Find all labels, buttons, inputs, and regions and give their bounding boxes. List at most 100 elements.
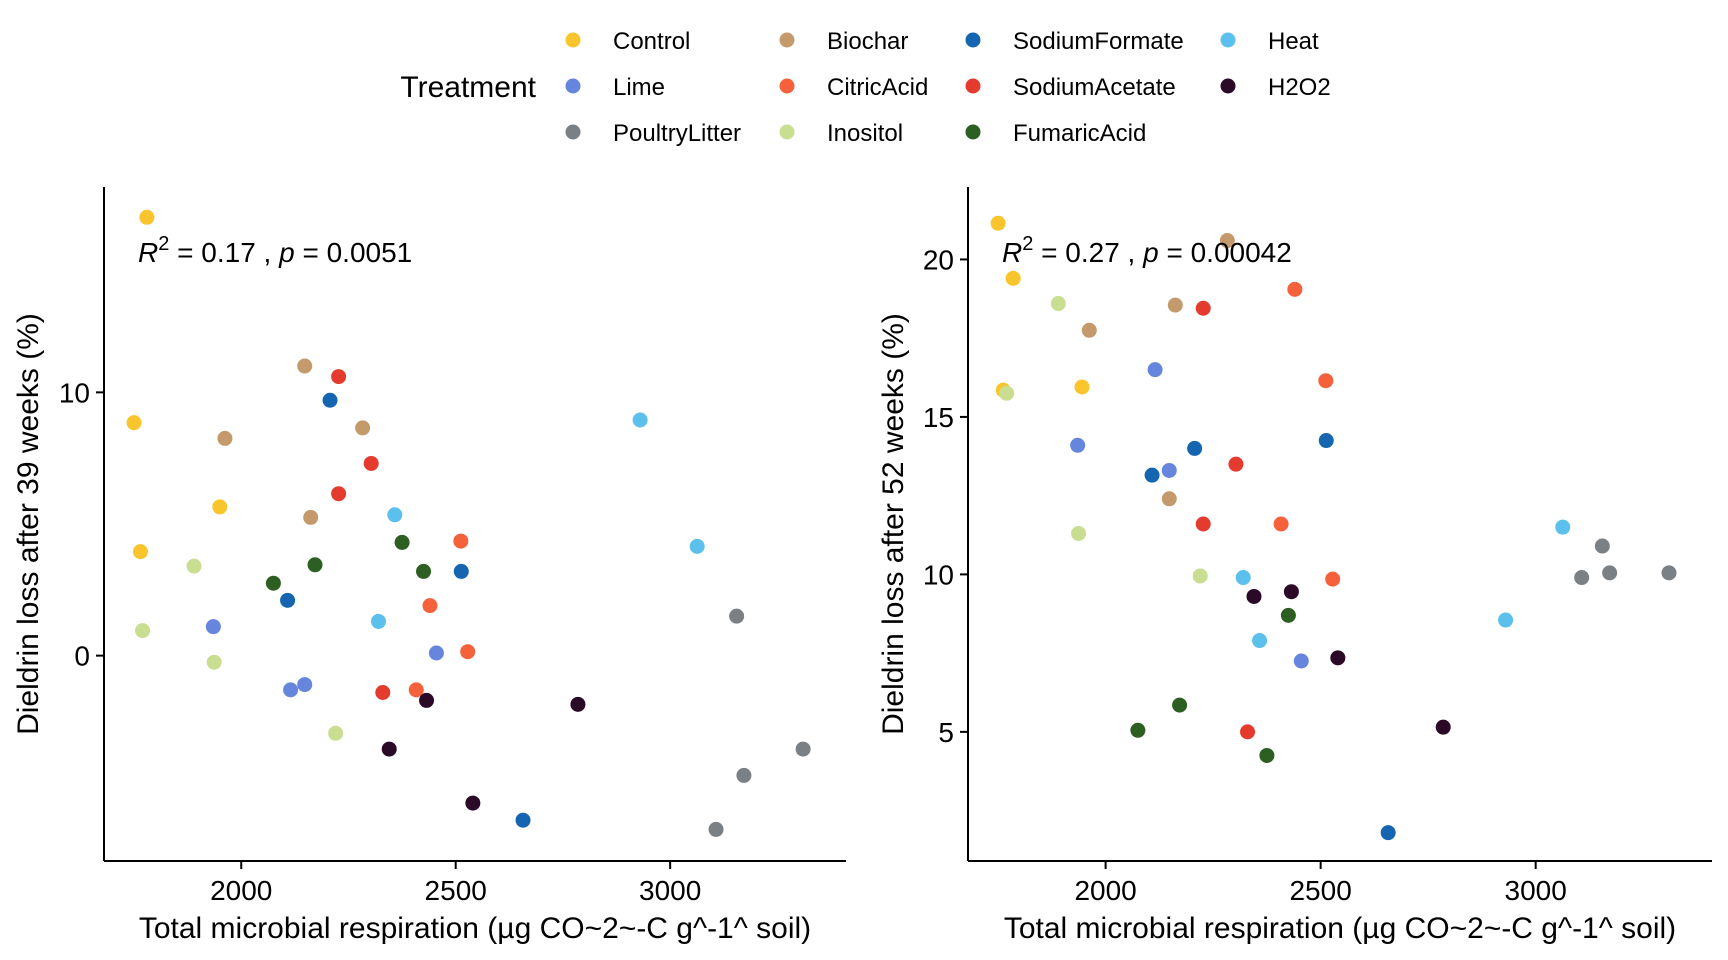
point-sodiumformate: [1187, 440, 1203, 456]
point-citricacid: [1287, 281, 1303, 297]
legend-label-biochar: Biochar: [827, 28, 908, 55]
point-poultrylitter: [1574, 570, 1590, 586]
point-fumaricacid: [1259, 747, 1275, 763]
point-citricacid: [1325, 571, 1341, 587]
legend-label-lime: Lime: [613, 74, 665, 101]
point-biochar: [1219, 233, 1235, 249]
y-tick-label: 10: [923, 559, 954, 590]
point-sodiumformate: [280, 592, 296, 608]
point-lime: [1293, 653, 1309, 669]
point-fumaricacid: [265, 575, 281, 591]
point-fumaricacid: [1280, 607, 1296, 623]
point-inositol: [1050, 296, 1066, 312]
annotation-r-exp: 2: [158, 233, 169, 255]
point-heat: [387, 507, 403, 523]
point-sodiumacetate: [331, 486, 347, 502]
point-biochar: [297, 358, 313, 374]
legend-label-heat: Heat: [1268, 28, 1319, 55]
legend-key-lime: [565, 78, 581, 94]
point-citricacid: [1273, 516, 1289, 532]
point-lime: [297, 677, 313, 693]
point-control: [132, 544, 148, 560]
point-biochar: [1161, 491, 1177, 507]
point-inositol: [999, 385, 1015, 401]
point-sodiumacetate: [363, 455, 379, 471]
x-tick-label: 2000: [1074, 875, 1136, 906]
point-lime: [428, 645, 444, 661]
point-fumaricacid: [1130, 722, 1146, 738]
point-heat: [689, 538, 705, 554]
point-sodiumacetate: [331, 369, 347, 385]
point-lime: [1147, 362, 1163, 378]
legend-label-sodiumacetate: SodiumAcetate: [1013, 74, 1176, 101]
point-control: [1074, 379, 1090, 395]
legend-label-citricacid: CitricAcid: [827, 74, 928, 101]
x-tick-label: 2500: [425, 875, 487, 906]
point-biochar: [1081, 322, 1097, 338]
point-sodiumacetate: [1195, 300, 1211, 316]
point-biochar: [217, 430, 233, 446]
point-heat: [1235, 570, 1251, 586]
y-axis-title: Dieldrin loss after 39 weeks (%): [12, 313, 45, 735]
point-citricacid: [422, 598, 438, 614]
point-citricacid: [460, 644, 476, 660]
point-h2o2: [1246, 588, 1262, 604]
y-tick-label: 15: [923, 402, 954, 433]
point-poultrylitter: [1602, 565, 1618, 581]
point-citricacid: [1318, 373, 1334, 389]
point-heat: [1498, 612, 1514, 628]
point-biochar: [355, 420, 371, 436]
point-sodiumformate: [1144, 467, 1160, 483]
x-tick-label: 2500: [1289, 875, 1351, 906]
annotation-r-label: R: [1002, 237, 1022, 268]
point-h2o2: [1283, 584, 1299, 600]
point-poultrylitter: [736, 767, 752, 783]
point-inositol: [1071, 525, 1087, 541]
point-sodiumformate: [1380, 825, 1396, 841]
point-control: [126, 415, 142, 431]
legend-label-control: Control: [613, 28, 690, 55]
annotation-r-exp: 2: [1022, 233, 1033, 255]
point-fumaricacid: [307, 557, 323, 573]
point-inositol: [135, 623, 151, 639]
point-h2o2: [570, 696, 586, 712]
point-sodiumformate: [322, 392, 338, 408]
point-inositol: [206, 654, 222, 670]
point-heat: [1555, 519, 1571, 535]
point-control: [990, 215, 1006, 231]
point-h2o2: [1435, 719, 1451, 735]
legend: Treatment Control Lime PoultryLitter Biocha…: [400, 28, 1330, 147]
point-heat: [370, 613, 386, 629]
legend-label-fumaricacid: FumaricAcid: [1013, 120, 1146, 147]
point-biochar: [303, 509, 319, 525]
point-citricacid: [453, 533, 469, 549]
point-inositol: [328, 725, 344, 741]
legend-key-citricacid: [779, 78, 795, 94]
stat-annotation: R2 = 0.27 , p = 0.00042: [1002, 233, 1292, 268]
legend-key-sodiumacetate: [965, 78, 981, 94]
point-fumaricacid: [394, 534, 410, 550]
point-biochar: [1167, 297, 1183, 313]
panel-right: 2000 2500 3000 5 10 15 20 Total microbial respi…: [877, 187, 1712, 945]
annotation-p-value: = 0.0051: [295, 237, 413, 268]
point-inositol: [1192, 568, 1208, 584]
point-heat: [632, 412, 648, 428]
legend-title: Treatment: [400, 71, 536, 104]
stat-annotation: R2 = 0.17 , p = 0.0051: [138, 233, 412, 268]
legend-key-biochar: [779, 32, 795, 48]
point-control: [139, 209, 155, 225]
point-poultrylitter: [1594, 538, 1610, 554]
point-poultrylitter: [729, 608, 745, 624]
point-sodiumacetate: [1228, 456, 1244, 472]
x-tick-label: 3000: [1505, 875, 1567, 906]
point-lime: [1161, 462, 1177, 478]
point-control: [1005, 270, 1021, 286]
point-poultrylitter: [795, 741, 811, 757]
x-tick-label: 2000: [210, 875, 272, 906]
legend-label-h2o2: H2O2: [1268, 74, 1331, 101]
point-heat: [1252, 633, 1268, 649]
point-poultrylitter: [708, 821, 724, 837]
point-fumaricacid: [416, 563, 432, 579]
legend-key-inositol: [779, 124, 795, 140]
